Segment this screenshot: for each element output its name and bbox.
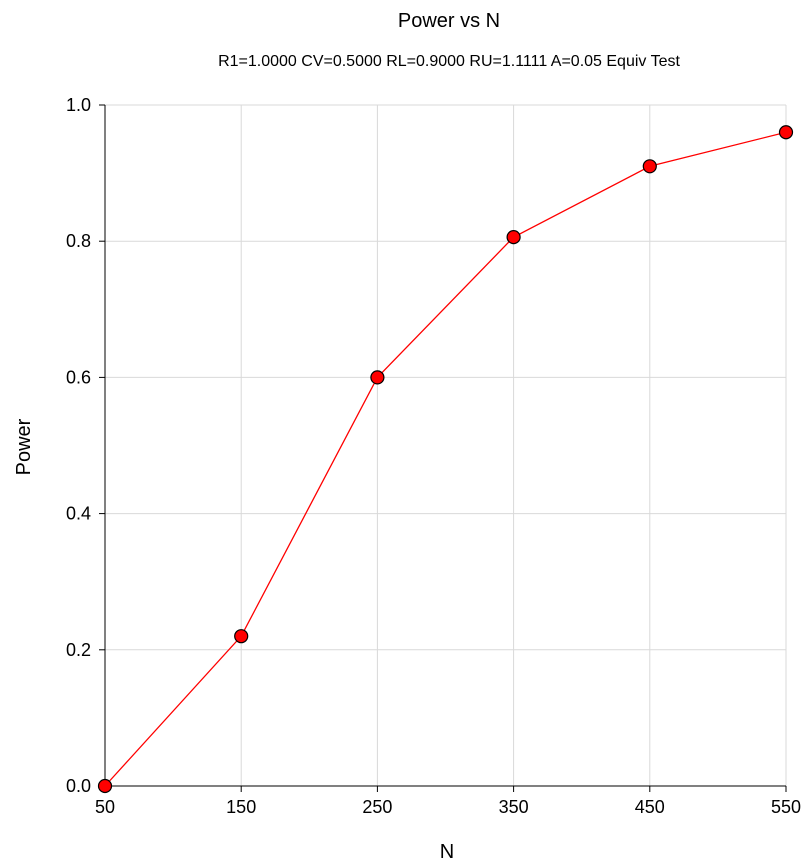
y-tick-label: 0.6 xyxy=(66,367,91,387)
x-tick-label: 150 xyxy=(226,797,256,817)
series-line xyxy=(104,131,787,787)
data-point xyxy=(234,629,249,644)
x-axis-label: N xyxy=(440,841,454,863)
chart-subtitle: R1=1.0000 CV=0.5000 RL=0.9000 RU=1.1111 … xyxy=(218,53,680,70)
y-tick-label: 0.8 xyxy=(66,231,91,251)
y-axis-label: Power xyxy=(13,418,35,475)
data-point xyxy=(506,230,521,245)
y-tick-label: 0.2 xyxy=(66,640,91,660)
x-tick-label: 250 xyxy=(362,797,392,817)
grid-lines xyxy=(105,104,787,786)
data-point xyxy=(97,778,113,794)
tick-labels: 0.0 0.2 0.4 0.6 0.8 1.0 50 150 250 350 450 550 xyxy=(66,95,801,817)
x-tick-label: 450 xyxy=(635,797,665,817)
data-point xyxy=(642,159,657,174)
y-tick-label: 0.0 xyxy=(66,776,91,796)
x-tick-label: 350 xyxy=(499,797,529,817)
x-tick-label: 50 xyxy=(95,797,115,817)
x-tick-label: 550 xyxy=(771,797,801,817)
y-tick-label: 0.4 xyxy=(66,504,91,524)
axes xyxy=(99,104,787,792)
data-point xyxy=(778,125,794,140)
y-tick-label: 1.0 xyxy=(66,95,91,115)
series-power xyxy=(97,125,794,794)
data-point xyxy=(370,370,385,385)
chart-title: Power vs N xyxy=(398,10,500,32)
